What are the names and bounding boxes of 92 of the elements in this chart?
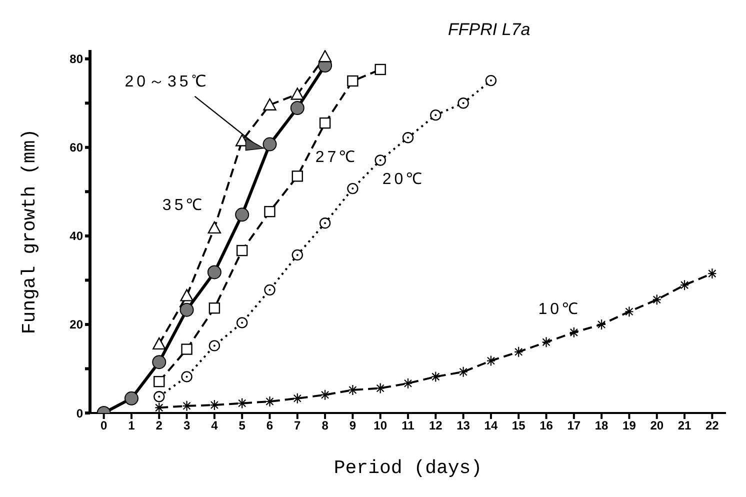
point bbox=[319, 117, 331, 129]
y-tick-label: 20 bbox=[70, 318, 84, 332]
x-tick-label: 9 bbox=[349, 418, 356, 433]
point bbox=[210, 399, 219, 411]
point bbox=[485, 74, 497, 86]
point bbox=[208, 302, 220, 314]
x-tick-label: 5 bbox=[238, 418, 246, 433]
point bbox=[181, 371, 192, 382]
point bbox=[318, 50, 332, 62]
x-tick-label: 21 bbox=[678, 418, 692, 433]
series-label: 35℃ bbox=[162, 196, 206, 214]
text: 20～35℃ bbox=[124, 73, 210, 90]
x-tick-label: 11 bbox=[402, 418, 415, 433]
point bbox=[264, 206, 276, 218]
x-tick-label: 10 bbox=[374, 418, 388, 433]
point bbox=[374, 154, 386, 166]
point bbox=[264, 284, 276, 296]
x-tick-label: 4 bbox=[211, 418, 218, 433]
point bbox=[458, 366, 468, 378]
x-tick-label: 20 bbox=[650, 418, 664, 433]
point bbox=[265, 396, 274, 408]
x-tick-label: 15 bbox=[512, 418, 526, 433]
x-tick-label: 16 bbox=[540, 418, 554, 433]
point bbox=[262, 137, 277, 152]
point bbox=[431, 371, 440, 382]
point bbox=[263, 98, 276, 110]
point bbox=[208, 340, 220, 352]
point bbox=[292, 249, 303, 261]
x-tick-label: 6 bbox=[266, 418, 274, 433]
x-tick-label: 3 bbox=[183, 418, 190, 433]
point bbox=[458, 98, 469, 109]
point bbox=[154, 376, 165, 388]
point bbox=[597, 318, 606, 330]
x-tick-label: 18 bbox=[594, 418, 609, 433]
point bbox=[181, 344, 192, 355]
y-tick-label: 80 bbox=[70, 52, 84, 66]
x-tick-label: 2 bbox=[156, 418, 163, 433]
point bbox=[154, 402, 164, 413]
point bbox=[207, 265, 222, 280]
x-tick-label: 7 bbox=[294, 418, 302, 433]
point bbox=[208, 221, 222, 234]
point bbox=[348, 384, 358, 396]
point bbox=[347, 182, 358, 194]
point bbox=[542, 336, 551, 348]
point bbox=[238, 398, 247, 409]
x-tick-label: 12 bbox=[428, 418, 443, 433]
point bbox=[708, 268, 717, 280]
point bbox=[154, 391, 165, 402]
x-tick-label: 14 bbox=[484, 418, 498, 433]
x-tick-label: 19 bbox=[622, 418, 636, 433]
point bbox=[152, 337, 166, 350]
y-tick-label: 60 bbox=[70, 140, 84, 155]
point bbox=[236, 317, 248, 328]
point bbox=[347, 75, 358, 87]
point bbox=[290, 100, 304, 115]
point bbox=[319, 217, 331, 229]
point bbox=[486, 355, 496, 366]
chart-title: FFPRI L7a bbox=[448, 20, 530, 40]
y-tick-label: 0 bbox=[76, 406, 84, 420]
x-tick-label: 8 bbox=[322, 418, 329, 433]
point bbox=[180, 289, 194, 302]
point bbox=[124, 391, 138, 406]
point bbox=[374, 64, 386, 76]
x-tick-label: 13 bbox=[456, 418, 470, 433]
x-tick-label: 22 bbox=[705, 418, 720, 433]
y-axis-title: Fungal growth (mm) bbox=[18, 128, 41, 334]
point bbox=[430, 109, 442, 121]
point bbox=[235, 208, 250, 222]
point bbox=[292, 170, 303, 182]
point bbox=[290, 88, 304, 100]
series-label: 20℃ bbox=[382, 171, 426, 188]
point bbox=[569, 326, 578, 338]
point bbox=[182, 400, 192, 412]
point bbox=[680, 280, 690, 291]
point bbox=[652, 294, 662, 306]
x-axis-title: Period (days) bbox=[334, 457, 482, 479]
point bbox=[292, 392, 302, 404]
point bbox=[402, 132, 414, 144]
point bbox=[376, 382, 385, 394]
point bbox=[236, 244, 248, 256]
series-label: 10℃ bbox=[538, 301, 582, 318]
x-tick-label: 0 bbox=[100, 418, 108, 433]
series-label: 27℃ bbox=[315, 149, 358, 166]
point bbox=[180, 302, 194, 317]
x-tick-label: 1 bbox=[128, 418, 136, 433]
point bbox=[624, 306, 634, 318]
point bbox=[514, 346, 524, 358]
point bbox=[152, 355, 166, 370]
point bbox=[403, 378, 413, 389]
y-tick-label: 40 bbox=[70, 229, 84, 244]
x-tick-label: 17 bbox=[567, 418, 581, 433]
point bbox=[320, 389, 330, 400]
